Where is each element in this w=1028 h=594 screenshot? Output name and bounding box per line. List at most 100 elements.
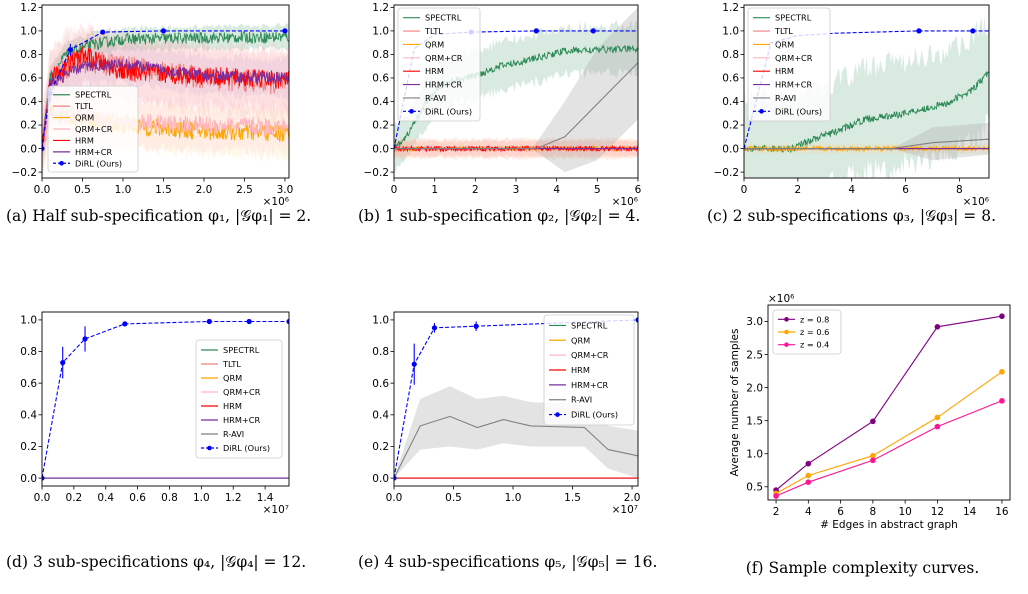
legend-label-e-5: R-AVI [571, 395, 592, 405]
legend-box-b [397, 7, 481, 122]
series-line-a-0 [42, 30, 289, 153]
y-tick-label-c-4: 0.6 [722, 73, 739, 85]
series-line-b-4 [394, 144, 638, 153]
y-tick-label-c-2: 0.2 [722, 120, 739, 132]
marker-d-3-3 [122, 321, 128, 327]
marker-d-3-0 [42, 475, 45, 481]
axes-frame-f [767, 304, 1011, 501]
y-tick-label-e-5: 1.0 [372, 315, 389, 327]
y-tick-label-e-3: 0.6 [372, 378, 389, 390]
legend-marker-f-0 [784, 317, 789, 322]
y-tick-label-a-6: 1.0 [20, 26, 37, 38]
x-tick-label-d-1: 0.2 [66, 492, 83, 504]
x-tick-label-e-1: 0.5 [445, 492, 462, 504]
y-tick-label-b-4: 0.6 [372, 73, 389, 85]
y-tick-label-a-1: 0.0 [20, 143, 37, 155]
marker-d-3-2 [82, 336, 88, 342]
marker-e-3-4 [635, 317, 638, 323]
y-tick-label-b-2: 0.2 [372, 120, 389, 132]
y-tick-label-c-3: 0.4 [722, 96, 739, 108]
legend-label-b-3: QRM+CR [425, 53, 463, 63]
caption-c: (c) 2 sub-specifications φ₃, |𝒢φ₃| = 8. [707, 207, 997, 225]
x-tick-label-c-3: 6 [902, 184, 909, 196]
legend-label-b-2: QRM [425, 39, 444, 49]
panel-e: 0.0 0.5 1.0 1.5 2.0 0.0 0.2 0.4 0.6 0.8 1.0 ×10⁷ SPE… [372, 311, 640, 516]
y-tick-label-a-7: 1.2 [20, 2, 37, 14]
legend-label-c-3: QRM+CR [775, 53, 813, 63]
legend-label-a-4: HRM [75, 135, 94, 145]
legend-marker-f-2 [784, 342, 789, 347]
y-tick-label-d-3: 0.6 [20, 378, 37, 390]
marker-d-3-5 [246, 318, 252, 325]
y-axis-label-f: Average number of samples [729, 329, 741, 477]
y-tick-label-e-2: 0.4 [372, 410, 389, 422]
marker-f-2-3 [934, 423, 941, 430]
marker-a-6-2 [67, 47, 73, 53]
legend-label-d-3: QRM+CR [223, 387, 261, 397]
legend-label-e-4: HRM+CR [571, 380, 608, 390]
y-tick-label-e-4: 0.8 [372, 346, 389, 358]
x-tick-label-f-0: 2 [773, 506, 780, 518]
x-tick-label-b-0: 0 [391, 184, 398, 196]
x-tick-label-f-6: 14 [963, 506, 977, 518]
legend-label-d-6: R-AVI [223, 429, 244, 439]
y-tick-label-a-3: 0.4 [20, 96, 37, 108]
legend-label-a-3: QRM+CR [75, 124, 113, 134]
band-b-0 [394, 20, 638, 173]
caption-e: (e) 4 sub-specifications φ₅, |𝒢φ₅| = 16. [358, 553, 658, 571]
y-tick-label-b-5: 0.8 [372, 49, 389, 61]
x-tick-label-f-1: 4 [805, 506, 812, 518]
x-tick-label-d-5: 1.0 [193, 492, 210, 504]
legend-label-f-1: z = 0.6 [800, 327, 829, 337]
y-tick-label-a-0: −0.2 [12, 167, 38, 179]
legend-b: SPECTRL TLTL QRM QRM+CR HRM HRM+CR R-AVI DiRL (… [397, 7, 481, 122]
panel-a: 0.0 0.5 1.0 1.5 2.0 2.5 3.0 −0.2 0.0 0.2 0.4 0.6 0.8… [12, 2, 294, 208]
marker-c-7-1 [970, 28, 976, 34]
panel-d: 0.0 0.2 0.4 0.6 0.8 1.0 1.2 1.4 0.0 0.2 0.4 0.6 0.8 1… [20, 311, 290, 516]
legend-label-c-0: SPECTRL [775, 13, 812, 23]
series-line-b-6 [394, 62, 638, 150]
x-tick-label-d-7: 1.4 [257, 492, 274, 504]
legend-label-d-4: HRM [223, 401, 242, 411]
marker-e-3-0 [394, 475, 397, 481]
x-tick-label-b-3: 3 [513, 184, 520, 196]
y-tick-label-f-5: 3.0 [746, 316, 763, 328]
x-tick-label-a-3: 1.5 [155, 184, 172, 196]
legend-c: SPECTRL TLTL QRM QRM+CR HRM HRM+CR R-AVI DiRL (… [747, 7, 831, 122]
marker-b-7-2 [590, 28, 596, 34]
x-tick-label-f-5: 12 [931, 506, 944, 518]
x-tick-label-c-4: 8 [956, 184, 963, 196]
series-line-c-6 [744, 138, 989, 150]
y-multiplier-f: ×10⁶ [768, 293, 794, 305]
legend-box-f [772, 309, 842, 355]
legend-label-a-6: DiRL (Ours) [75, 158, 122, 168]
marker-f-1-1 [805, 472, 812, 479]
axes-frame-e [393, 311, 639, 487]
x-multiplier-c: ×10⁶ [963, 196, 989, 208]
legend-label-d-0: SPECTRL [223, 345, 260, 355]
plot-area-d [42, 318, 289, 481]
legend-label-f-2: z = 0.4 [800, 340, 829, 350]
marker-f-1-2 [870, 452, 876, 459]
legend-label-a-5: HRM+CR [75, 147, 112, 157]
y-tick-label-f-4: 2.5 [746, 349, 763, 361]
marker-f-1-4 [999, 368, 1005, 375]
x-multiplier-a: ×10⁶ [263, 196, 289, 208]
marker-b-7-1 [533, 28, 539, 34]
y-tick-label-c-1: 0.0 [722, 143, 739, 155]
x-tick-label-d-6: 1.2 [225, 492, 242, 504]
marker-f-1-3 [934, 414, 941, 421]
panel-b: 0 1 2 3 4 5 6 −0.2 0.0 0.2 0.4 0.6 0.8 1.0 1.2 ×10⁶ SPEC… [364, 2, 642, 208]
y-tick-label-b-3: 0.4 [372, 96, 389, 108]
legend-label-d-7: DiRL (Ours) [223, 443, 270, 453]
plot-area-f [773, 313, 1005, 499]
y-tick-label-b-6: 1.0 [372, 26, 389, 38]
y-tick-label-c-0: −0.2 [714, 167, 740, 179]
marker-a-6-0 [42, 145, 45, 152]
x-tick-label-e-0: 0.0 [386, 492, 403, 504]
legend-label-e-6: DiRL (Ours) [571, 410, 618, 420]
y-tick-label-d-1: 0.2 [20, 441, 37, 453]
plot-area-b [394, 7, 638, 173]
y-tick-label-c-6: 1.0 [722, 26, 739, 38]
legend-label-a-1: TLTL [74, 101, 93, 111]
